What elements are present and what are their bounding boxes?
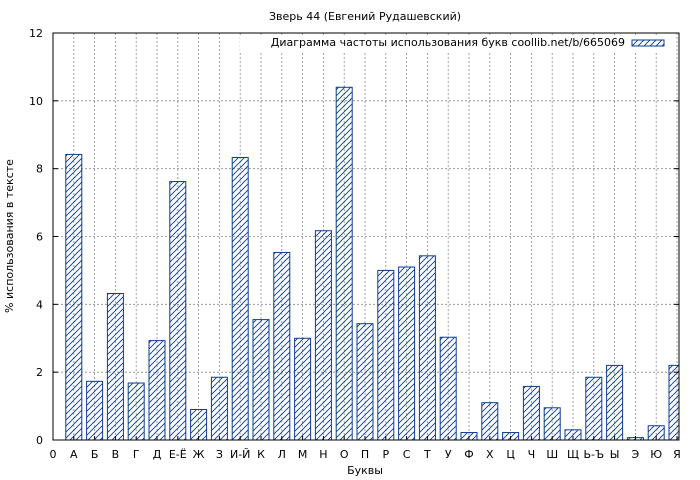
grid bbox=[53, 33, 679, 440]
x-tick-label-8: З bbox=[216, 448, 223, 461]
y-tick-label-3: 6 bbox=[36, 231, 43, 244]
y-axis: 0 2 4 6 8 10 12 bbox=[29, 27, 679, 447]
bar-13 bbox=[314, 230, 332, 441]
x-tick-label-22: Ц bbox=[506, 448, 515, 461]
y-tick-label-2: 4 bbox=[36, 298, 43, 311]
x-tick-label-2: Б bbox=[91, 448, 99, 461]
bar-30 bbox=[668, 364, 680, 441]
x-tick-label-7: Ж bbox=[193, 448, 205, 461]
bar-19 bbox=[439, 336, 457, 441]
bars bbox=[65, 86, 680, 441]
x-tick-label-23: Ч bbox=[528, 448, 536, 461]
x-tick-label-15: П bbox=[361, 448, 369, 461]
x-tick-label-24: Ш bbox=[546, 448, 558, 461]
bar-8 bbox=[210, 376, 228, 441]
x-tick-label-13: Н bbox=[319, 448, 327, 461]
y-tick-label-5: 10 bbox=[29, 95, 43, 108]
bar-17 bbox=[398, 266, 416, 441]
x-tick-label-16: Р bbox=[382, 448, 389, 461]
x-tick-label-0: 0 bbox=[50, 448, 57, 461]
x-tick-label-18: Т bbox=[423, 448, 431, 461]
legend-swatch bbox=[631, 39, 665, 47]
legend-background bbox=[240, 35, 675, 51]
bar-4 bbox=[127, 382, 145, 441]
legend-label: Диаграмма частоты использования букв coo… bbox=[271, 36, 625, 49]
y-axis-label: % использования в тексте bbox=[3, 159, 16, 313]
y-tick-label-6: 12 bbox=[29, 27, 43, 40]
bar-15 bbox=[356, 323, 374, 441]
bar-9 bbox=[231, 156, 249, 441]
bar-27 bbox=[606, 364, 624, 441]
y-tick-label-0: 0 bbox=[36, 434, 43, 447]
bar-3 bbox=[106, 292, 124, 441]
y-tick-label-4: 8 bbox=[36, 163, 43, 176]
x-tick-label-28: Э bbox=[632, 448, 640, 461]
bar-14 bbox=[335, 86, 353, 441]
legend: Диаграмма частоты использования букв coo… bbox=[240, 35, 675, 51]
x-tick-label-5: Д bbox=[153, 448, 162, 461]
x-tick-label-9: И-Й bbox=[230, 448, 250, 461]
bar-24 bbox=[543, 407, 561, 441]
bar-2 bbox=[86, 380, 104, 441]
bar-10 bbox=[252, 319, 270, 441]
x-tick-label-3: В bbox=[112, 448, 120, 461]
x-tick-label-30: Я bbox=[673, 448, 681, 461]
y-tick-label-1: 2 bbox=[36, 366, 43, 379]
x-tick-label-21: Х bbox=[486, 448, 494, 461]
bar-18 bbox=[418, 255, 436, 441]
bar-5 bbox=[148, 340, 166, 441]
x-tick-label-4: Г bbox=[133, 448, 140, 461]
x-tick-label-19: У bbox=[445, 448, 452, 461]
bar-23 bbox=[522, 385, 540, 441]
chart-title: Зверь 44 (Евгений Рудашевский) bbox=[269, 10, 461, 23]
x-tick-label-29: Ю bbox=[650, 448, 662, 461]
bar-21 bbox=[481, 402, 499, 441]
bar-26 bbox=[585, 376, 603, 441]
x-tick-label-17: С bbox=[403, 448, 411, 461]
bar-11 bbox=[273, 251, 291, 441]
x-tick-label-27: Ы bbox=[610, 448, 620, 461]
x-tick-label-10: К bbox=[257, 448, 265, 461]
x-tick-label-1: А bbox=[70, 448, 78, 461]
x-tick-label-6: Е-Ё bbox=[169, 448, 187, 461]
bar-7 bbox=[190, 408, 208, 441]
bar-16 bbox=[377, 269, 395, 441]
x-tick-label-20: Ф bbox=[464, 448, 473, 461]
x-tick-label-26: Ь-Ъ bbox=[583, 448, 604, 461]
bar-6 bbox=[169, 181, 187, 441]
x-tick-label-12: М bbox=[298, 448, 308, 461]
x-axis: 0 А Б В Г Д Е-Ё Ж З И-Й К Л М Н О П Р С Т У Ф Х Ц Ч Ш Щ Ь-Ъ Ы Э Ю Я bbox=[50, 436, 681, 461]
x-tick-label-14: О bbox=[340, 448, 349, 461]
bar-1 bbox=[65, 153, 83, 441]
bar-12 bbox=[294, 337, 312, 441]
x-tick-label-11: Л bbox=[278, 448, 286, 461]
x-tick-label-25: Щ bbox=[567, 448, 579, 461]
x-axis-label: Буквы bbox=[347, 464, 383, 477]
